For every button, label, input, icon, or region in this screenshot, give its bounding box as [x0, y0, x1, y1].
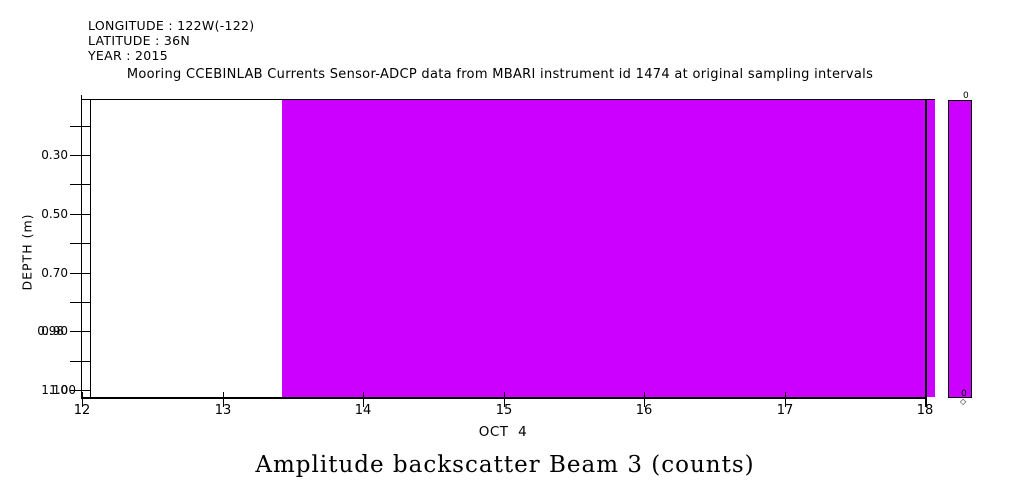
frame-bottom-line — [82, 397, 925, 399]
x-tick — [644, 392, 645, 407]
y-tick — [70, 302, 90, 303]
y-tick — [70, 331, 90, 332]
x-tick — [223, 392, 224, 407]
y-tick-label: 0.70 — [41, 266, 68, 280]
colorbar-strip — [948, 100, 972, 398]
x-tick-label: 16 — [635, 403, 653, 418]
y-axis-line — [81, 95, 82, 399]
y-tick — [70, 155, 90, 156]
series-backscatter-uniform-fill — [281, 100, 935, 397]
frame-left-line — [90, 99, 91, 397]
x-tick-label: 12 — [73, 403, 91, 418]
colorbar-top-label: 0 — [963, 91, 969, 101]
x-tick — [82, 392, 83, 407]
header-latitude: LATITUDE : 36N — [88, 33, 191, 48]
colorbar-bottom-label: 0 — [961, 389, 967, 399]
y-tick — [70, 361, 90, 362]
y-tick — [70, 390, 90, 391]
y-tick-label: 1.10 — [41, 383, 68, 397]
y-tick — [70, 214, 90, 215]
x-tick — [785, 392, 786, 407]
y-tick-label: 0.50 — [41, 207, 68, 221]
colorbar-marker-diamond-icon: ◇ — [960, 397, 967, 406]
header-year: YEAR : 2015 — [88, 48, 169, 63]
header-longitude: LONGITUDE : 122W(-122) — [88, 18, 255, 33]
series-no-data-gap — [82, 100, 282, 397]
x-tick-label: 13 — [214, 403, 232, 418]
y-tick — [70, 126, 90, 127]
x-tick — [363, 392, 364, 407]
y-tick — [70, 184, 90, 185]
y-tick-label-overlap: 0.98 — [37, 324, 64, 338]
y-tick-label: 0.30 — [41, 148, 68, 162]
y-tick — [70, 243, 90, 244]
y-tick-label-overlap: 1.00 — [49, 383, 76, 397]
chart-bottom-title: Amplitude backscatter Beam 3 (counts) — [255, 452, 755, 478]
x-tick-label: 18 — [916, 403, 934, 418]
x-tick-label: 17 — [776, 403, 794, 418]
x-axis-date-label: OCT 4 — [478, 424, 528, 440]
y-tick — [70, 273, 90, 274]
x-tick-label: 14 — [354, 403, 372, 418]
main-title: Mooring CCEBINLAB Currents Sensor-ADCP d… — [126, 67, 874, 82]
frame-top-line — [81, 99, 935, 100]
x-tick-label: 15 — [495, 403, 513, 418]
x-tick — [504, 392, 505, 407]
y-tick-label: 0.90 — [41, 324, 68, 338]
x18-gridline — [925, 99, 927, 407]
x-tick — [925, 392, 926, 407]
